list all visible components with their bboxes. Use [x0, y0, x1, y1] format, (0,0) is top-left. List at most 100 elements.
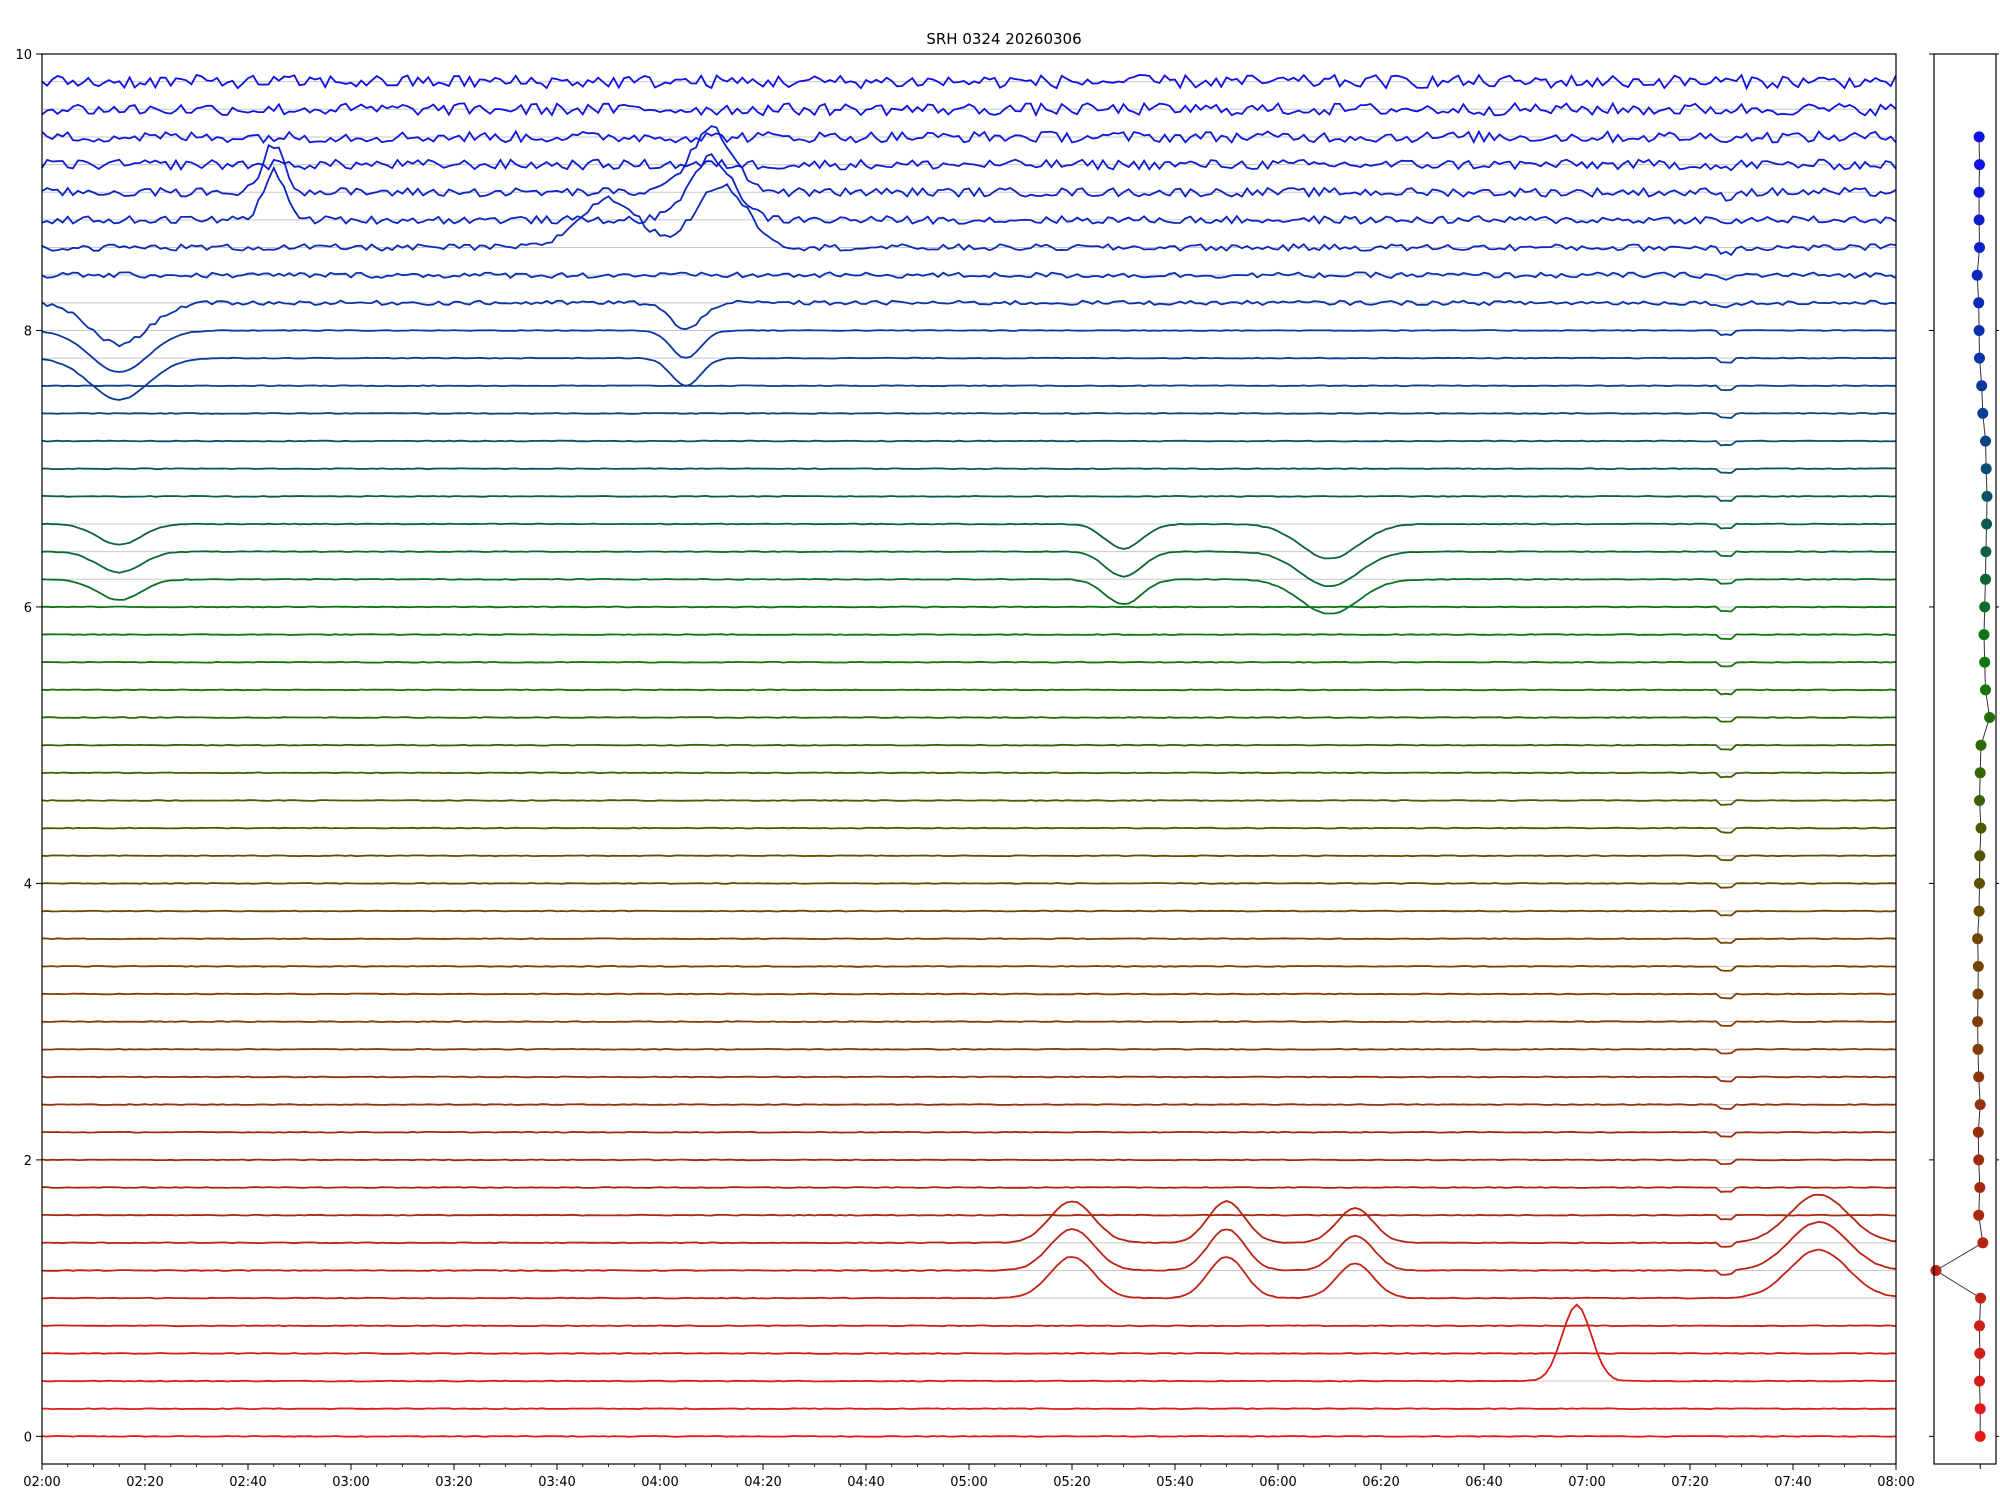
main-y-axis: 0 2 4 6 8 10 — [15, 48, 42, 1445]
side-point — [1974, 352, 1985, 364]
series-trace-6 — [41, 1220, 1897, 1276]
series-trace-26 — [41, 716, 1897, 723]
side-point — [1980, 684, 1991, 696]
side-point — [1980, 573, 1991, 585]
side-point — [1974, 877, 1985, 889]
main-x-axis: 02:00 02:20 02:40 03:00 03:20 03:40 04:00 04:20… — [23, 1464, 1915, 1490]
side-point — [1973, 186, 1985, 198]
y-tick-label: 6 — [24, 601, 32, 616]
series-trace-8 — [42, 1213, 1897, 1221]
x-tick-label: 06:20 — [1362, 1475, 1399, 1490]
side-point — [1973, 905, 1985, 917]
side-point — [1974, 1320, 1985, 1332]
side-point — [1974, 1182, 1986, 1193]
series-trace-24 — [41, 771, 1897, 779]
series-trace-17 — [41, 964, 1897, 972]
side-point — [1974, 795, 1985, 806]
side-point — [1974, 1430, 1986, 1442]
side-point — [1974, 1099, 1986, 1111]
series-trace-41 — [41, 299, 1897, 348]
y-tick-label: 10 — [15, 48, 32, 63]
x-tick-label: 04:00 — [641, 1475, 678, 1490]
side-point — [1930, 1265, 1942, 1276]
side-point — [1984, 712, 1996, 723]
series-trace-18 — [41, 937, 1897, 944]
series-trace-49 — [41, 73, 1897, 91]
series-trace-7 — [41, 1193, 1897, 1248]
side-point — [1980, 463, 1992, 475]
y-tick-label: 2 — [24, 1154, 32, 1169]
series-trace-0 — [41, 1434, 1897, 1438]
series-trace-21 — [41, 854, 1897, 862]
series-trace-48 — [41, 101, 1897, 118]
side-point — [1975, 1292, 1987, 1304]
side-point — [1973, 214, 1985, 226]
series-trace-10 — [41, 1158, 1897, 1166]
series-trace-20 — [41, 882, 1897, 889]
series-trace-12 — [41, 1103, 1897, 1110]
x-tick-label: 05:20 — [1053, 1475, 1090, 1490]
side-point — [1971, 269, 1983, 281]
side-point — [1973, 325, 1985, 336]
series-trace-43 — [41, 183, 1897, 257]
side-point — [1978, 629, 1990, 641]
series-trace-9 — [41, 1186, 1896, 1193]
series-trace-31 — [41, 577, 1897, 615]
series-trace-4 — [41, 1324, 1897, 1328]
side-point — [1979, 656, 1991, 668]
side-point — [1973, 1071, 1985, 1083]
side-point — [1974, 767, 1986, 779]
side-point — [1972, 988, 1984, 1000]
series-trace-33 — [41, 522, 1897, 560]
side-point — [1972, 1016, 1984, 1028]
series-trace-35 — [41, 467, 1896, 474]
side-point — [1979, 601, 1991, 613]
series-trace-42 — [41, 271, 1897, 281]
side-point — [1974, 1347, 1986, 1359]
series-trace-40 — [41, 329, 1897, 373]
x-tick-label: 07:20 — [1671, 1475, 1708, 1490]
side-point — [1972, 1126, 1984, 1138]
x-tick-label: 02:00 — [23, 1475, 60, 1490]
series-trace-34 — [41, 494, 1897, 502]
series-trace-25 — [41, 743, 1897, 751]
y-tick-label: 0 — [24, 1430, 32, 1445]
side-point — [1973, 1154, 1985, 1166]
series-trace-28 — [41, 660, 1897, 668]
x-tick-label: 05:40 — [1156, 1475, 1193, 1490]
x-tick-label: 06:00 — [1259, 1475, 1296, 1490]
side-point — [1977, 1237, 1989, 1249]
series-trace-19 — [41, 909, 1897, 917]
series-trace-23 — [41, 799, 1896, 806]
series-trace-11 — [41, 1130, 1897, 1138]
side-point — [1980, 435, 1991, 447]
side-point — [1974, 1403, 1986, 1415]
series-trace-32 — [41, 550, 1897, 588]
side-point — [1973, 1209, 1985, 1221]
side-point — [1974, 159, 1985, 171]
x-tick-label: 04:40 — [847, 1475, 884, 1490]
series-trace-38 — [41, 384, 1896, 392]
series-trace-5 — [41, 1248, 1897, 1300]
series-trace-16 — [41, 992, 1897, 1000]
side-axes-frame — [1933, 53, 1997, 1465]
chart-title: SRH 0324 20260306 — [926, 30, 1081, 48]
side-panel — [1929, 53, 1999, 1469]
side-point — [1975, 739, 1987, 751]
x-tick-label: 02:40 — [229, 1475, 266, 1490]
side-point — [1980, 546, 1992, 558]
x-tick-label: 03:40 — [538, 1475, 575, 1490]
x-tick-label: 02:20 — [126, 1475, 163, 1490]
main-traces — [41, 73, 1897, 1438]
x-tick-label: 03:00 — [332, 1475, 369, 1490]
y-tick-label: 4 — [24, 877, 32, 892]
series-trace-3 — [41, 1352, 1896, 1355]
side-point — [1972, 933, 1984, 945]
series-trace-2 — [41, 1303, 1897, 1383]
side-point — [1972, 960, 1984, 972]
series-trace-22 — [41, 826, 1896, 834]
series-trace-46 — [41, 158, 1897, 172]
